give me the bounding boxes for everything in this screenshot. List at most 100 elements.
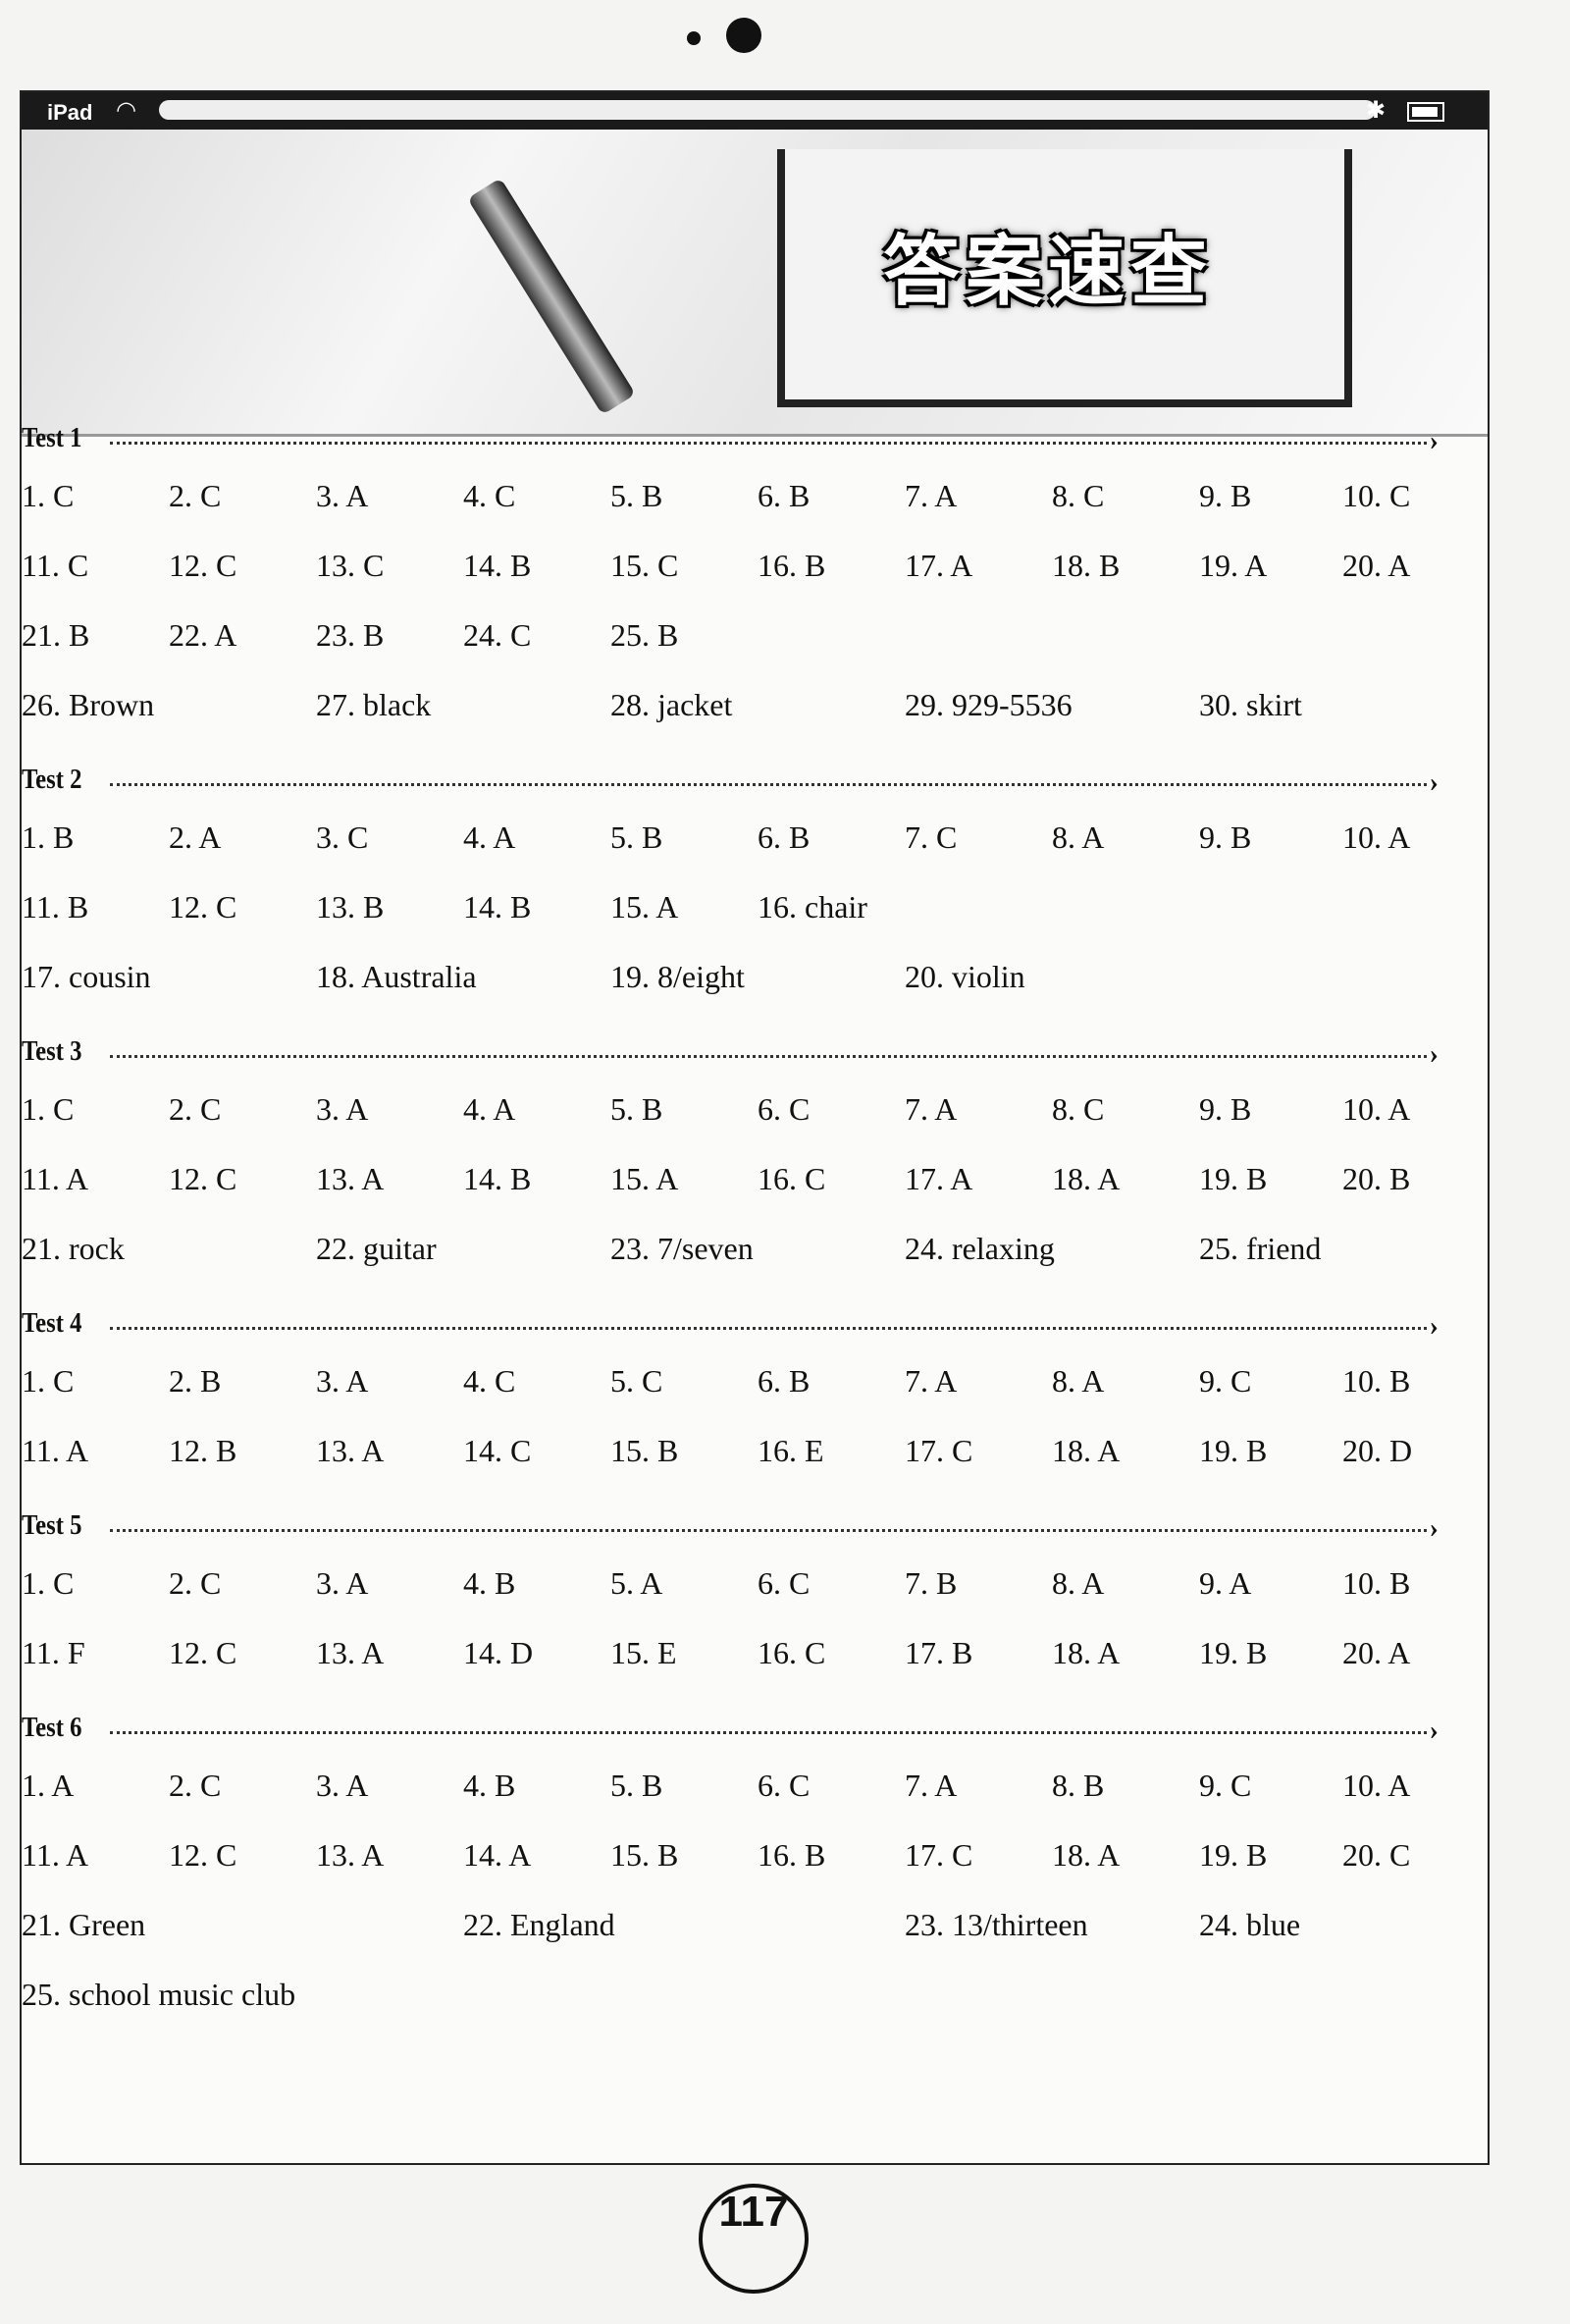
- ipad-frame: iPad ◠ ✱ 答案速查: [20, 90, 1490, 2165]
- answer-item: 8. A: [1052, 819, 1105, 855]
- answer-item: 17. B: [905, 1635, 973, 1670]
- answer-item: 6. C: [758, 1768, 811, 1803]
- answer-item: 4. B: [463, 1565, 516, 1601]
- answer-item: 14. B: [463, 889, 532, 924]
- answer-item: 21. B: [22, 617, 90, 653]
- answer-item: 8. C: [1052, 478, 1105, 513]
- answer-row: 1. C 2. C 3. A 4. C 5. B 6. B 7. A 8. C 9. B 10. …: [22, 460, 1444, 530]
- pen-image: [467, 178, 636, 415]
- answer-item: 11. B: [22, 889, 89, 924]
- answer-item: 25. B: [610, 617, 679, 653]
- answer-row: 21. rock 22. guitar 23. 7/seven 24. relaxin…: [22, 1213, 1444, 1283]
- answer-row: 25. school music club: [22, 1959, 1444, 2029]
- answer-item: 14. D: [463, 1635, 534, 1670]
- answer-item: 3. A: [316, 1565, 369, 1601]
- answer-item: 16. E: [758, 1433, 824, 1468]
- answer-list: Test 1 › 1. C 2. C 3. A 4. C 5. B 6. B 7. A 8. C 9…: [22, 397, 1444, 2029]
- arrow-icon: ›: [1429, 1311, 1439, 1342]
- answer-item: 11. A: [22, 1161, 89, 1196]
- answer-item: 17. A: [905, 1161, 973, 1196]
- answer-item: 30. skirt: [1199, 687, 1302, 722]
- device-label: iPad: [47, 100, 93, 125]
- answer-item: 3. C: [316, 819, 369, 855]
- answer-item: 6. C: [758, 1565, 811, 1601]
- answer-item: 10. A: [1342, 819, 1411, 855]
- answer-item: 14. C: [463, 1433, 532, 1468]
- answer-item: 20. B: [1342, 1161, 1411, 1196]
- answer-item: 17. C: [905, 1837, 973, 1873]
- answer-item: 8. B: [1052, 1768, 1105, 1803]
- answer-item: 25. friend: [1199, 1231, 1322, 1266]
- answer-row: 21. Green 22. England 23. 13/thirteen 24. b…: [22, 1889, 1444, 1959]
- answer-item: 22. England: [463, 1907, 615, 1942]
- battery-icon: [1407, 102, 1444, 122]
- test-section: Test 5 › 1. C 2. C 3. A 4. B 5. A 6. C 7. B 8. A 9…: [22, 1493, 1444, 1687]
- test-label: Test 3: [22, 1035, 82, 1067]
- arrow-icon: ›: [1429, 1716, 1439, 1746]
- test-section: Test 1 › 1. C 2. C 3. A 4. C 5. B 6. B 7. A 8. C 9…: [22, 405, 1444, 739]
- answer-item: 4. A: [463, 819, 516, 855]
- arrow-icon: ›: [1429, 1039, 1439, 1070]
- bluetooth-icon: ✱: [1366, 98, 1387, 124]
- answer-item: 2. C: [169, 1091, 222, 1127]
- answer-item: 7. A: [905, 478, 958, 513]
- answer-item: 4. C: [463, 1363, 516, 1399]
- answer-item: 21. Green: [22, 1907, 146, 1942]
- answer-item: 15. C: [610, 548, 679, 583]
- test-header: Test 2 ›: [22, 747, 1444, 802]
- answer-item: 9. A: [1199, 1565, 1252, 1601]
- answer-item: 10. B: [1342, 1363, 1411, 1399]
- test-label: Test 5: [22, 1509, 82, 1541]
- answer-item: 13. A: [316, 1635, 385, 1670]
- answer-item: 15. A: [610, 1161, 679, 1196]
- answer-item: 9. C: [1199, 1768, 1252, 1803]
- answer-row: 1. A 2. C 3. A 4. B 5. B 6. C 7. A 8. B 9. C 10. …: [22, 1750, 1444, 1820]
- answer-item: 17. A: [905, 548, 973, 583]
- answer-item: 2. A: [169, 819, 222, 855]
- answer-item: 10. A: [1342, 1091, 1411, 1127]
- answer-row: 1. C 2. C 3. A 4. A 5. B 6. C 7. A 8. C 9. B 10. …: [22, 1074, 1444, 1143]
- answer-item: 11. C: [22, 548, 89, 583]
- answer-item: 10. A: [1342, 1768, 1411, 1803]
- dotted-divider: [110, 1055, 1427, 1058]
- answer-item: 2. C: [169, 1565, 222, 1601]
- answer-item: 12. B: [169, 1433, 237, 1468]
- answer-item: 5. B: [610, 1091, 663, 1127]
- test-section: Test 6 › 1. A 2. C 3. A 4. B 5. B 6. C 7. A 8. B 9…: [22, 1695, 1444, 2029]
- test-section: Test 2 › 1. B 2. A 3. C 4. A 5. B 6. B 7. C 8. A 9…: [22, 747, 1444, 1011]
- answer-item: 18. A: [1052, 1635, 1121, 1670]
- answer-row: 1. C 2. B 3. A 4. C 5. C 6. B 7. A 8. A 9. C 10. …: [22, 1346, 1444, 1415]
- arrow-icon: ›: [1429, 1513, 1439, 1544]
- dotted-divider: [110, 783, 1427, 786]
- answer-item: 3. A: [316, 1363, 369, 1399]
- answer-item: 5. B: [610, 478, 663, 513]
- answer-item: 17. cousin: [22, 959, 151, 994]
- answer-item: 8. A: [1052, 1565, 1105, 1601]
- answer-item: 29. 929-5536: [905, 687, 1073, 722]
- answer-item: 15. B: [610, 1433, 679, 1468]
- test-label: Test 4: [22, 1307, 82, 1339]
- page-number: 117: [699, 2184, 809, 2294]
- answer-item: 13. C: [316, 548, 385, 583]
- answer-item: 15. E: [610, 1635, 677, 1670]
- answer-item: 5. C: [610, 1363, 663, 1399]
- dotted-divider: [110, 1731, 1427, 1734]
- answer-item: 22. A: [169, 617, 237, 653]
- answer-item: 4. C: [463, 478, 516, 513]
- test-header: Test 4 ›: [22, 1291, 1444, 1346]
- status-bar: iPad ◠ ✱: [22, 92, 1488, 130]
- answer-item: 16. B: [758, 1837, 826, 1873]
- answer-item: 12. C: [169, 548, 237, 583]
- dotted-divider: [110, 1529, 1427, 1532]
- answer-item: 16. chair: [758, 889, 867, 924]
- answer-item: 11. A: [22, 1837, 89, 1873]
- answer-item: 8. A: [1052, 1363, 1105, 1399]
- test-header: Test 5 ›: [22, 1493, 1444, 1548]
- answer-item: 6. B: [758, 1363, 811, 1399]
- answer-item: 19. A: [1199, 548, 1268, 583]
- answer-item: 16. C: [758, 1161, 826, 1196]
- answer-item: 23. 13/thirteen: [905, 1907, 1088, 1942]
- answer-item: 11. F: [22, 1635, 85, 1670]
- answer-item: 24. blue: [1199, 1907, 1301, 1942]
- answer-item: 16. C: [758, 1635, 826, 1670]
